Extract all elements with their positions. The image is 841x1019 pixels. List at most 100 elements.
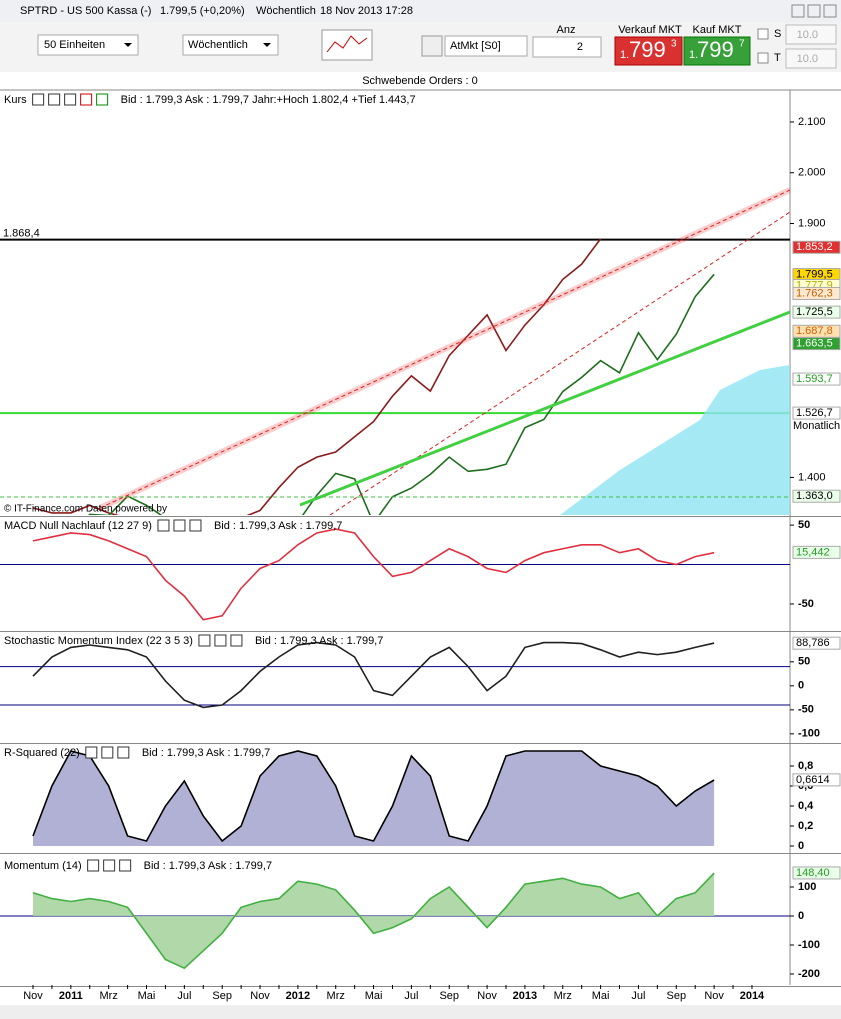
y-tick-label: -50 — [798, 704, 814, 716]
x-tick-label: Nov — [477, 990, 497, 1002]
x-tick-label: Jul — [631, 990, 645, 1002]
y-tick-label: 0 — [798, 840, 804, 852]
panel — [0, 528, 790, 621]
price-level-label: 148,40 — [796, 867, 830, 879]
order-type-select[interactable] — [444, 35, 528, 57]
close[interactable] — [823, 4, 837, 18]
panel-icon[interactable] — [101, 746, 114, 759]
panel-title: R-Squared (22) — [4, 747, 80, 759]
icon — [326, 35, 368, 53]
price-level-label: 1.853,2 — [796, 241, 833, 253]
dropdown-arrow — [124, 43, 132, 47]
x-tick-label: Jul — [404, 990, 418, 1002]
period: Wöchentlich — [188, 39, 248, 51]
buy-lead: 1. — [689, 49, 698, 61]
price-level-label: 1.526,7 — [796, 407, 833, 419]
x-tick-label: Mai — [365, 990, 383, 1002]
stop-value: 10.0 — [797, 29, 818, 41]
price-level — [792, 337, 841, 351]
panel-icon[interactable] — [119, 859, 132, 872]
window-buttons[interactable] — [791, 4, 837, 18]
copyright: © IT-Finance.com Daten powered by — [4, 504, 167, 515]
x-tick-label: Sep — [212, 990, 232, 1002]
series-line — [32, 872, 715, 970]
series-line — [32, 750, 715, 843]
price-level-label: 1.363,0 — [796, 490, 833, 502]
buy-label: Kauf MKT — [693, 24, 742, 36]
x-tick-label: Nov — [250, 990, 270, 1002]
period-select[interactable] — [182, 34, 279, 56]
x-tick-label: 2012 — [286, 990, 310, 1002]
settings-button[interactable] — [421, 35, 443, 57]
panel-icon[interactable] — [87, 859, 100, 872]
panel — [0, 641, 790, 709]
status-bar — [0, 1005, 841, 1019]
stop-checkbox[interactable] — [757, 28, 769, 40]
minimize[interactable] — [791, 4, 805, 18]
indicator-button[interactable] — [321, 29, 373, 61]
symbol: SPTRD - US 500 Kassa (-) — [20, 5, 151, 17]
target-input[interactable] — [785, 48, 837, 69]
price-level — [792, 286, 841, 300]
h-line-label: 1.868,4 — [3, 227, 40, 239]
y-tick-label: -100 — [798, 728, 820, 740]
price-level-label: 1.725,5 — [796, 306, 833, 318]
y-tick-label: 0,2 — [798, 820, 813, 832]
y-tick-label: 0,4 — [798, 800, 814, 812]
panel-icon[interactable] — [214, 634, 227, 647]
panel-icon[interactable] — [173, 519, 186, 532]
price-level-label: 1.593,7 — [796, 373, 833, 385]
maximize[interactable] — [807, 4, 821, 18]
panel-icon[interactable] — [103, 859, 116, 872]
panel-icon[interactable] — [32, 93, 45, 106]
qty-label: Anz — [557, 24, 576, 36]
x-tick-label: Sep — [439, 990, 459, 1002]
stop-input[interactable] — [785, 24, 837, 45]
y-tick-label: 0 — [798, 910, 804, 922]
panel-icon[interactable] — [157, 519, 170, 532]
buy-button[interactable] — [683, 36, 751, 66]
panel-icon[interactable] — [189, 519, 202, 532]
price-level — [792, 406, 841, 420]
buy-tail: 7 — [739, 39, 745, 50]
buy-main: 799 — [697, 37, 734, 62]
price-level — [792, 636, 841, 650]
panel-title: Kurs — [4, 94, 27, 106]
y-tick-label: 2.000 — [798, 167, 826, 179]
price-level-label: 1.799,5 — [796, 268, 833, 280]
orders: Schwebende Orders : 0 — [362, 75, 478, 87]
x-tick-label: 2013 — [513, 990, 537, 1002]
units-select[interactable] — [37, 34, 139, 56]
y-tick-label: 1.900 — [798, 217, 826, 229]
panel-title: MACD Null Nachlauf (12 27 9) — [4, 520, 152, 532]
series-line — [32, 238, 602, 515]
y-tick-label: -50 — [798, 598, 814, 610]
series-line — [32, 528, 715, 621]
y-tick-label: 1.400 — [798, 471, 826, 483]
y-tick-label: 50 — [798, 519, 810, 531]
cloud — [560, 365, 790, 515]
x-tick-label: 2011 — [59, 990, 83, 1002]
title-bar — [0, 0, 841, 22]
panel-icon[interactable] — [96, 93, 109, 106]
qty: 2 — [577, 41, 583, 53]
price-level-label: 1.687,8 — [796, 325, 833, 337]
target-label: T — [774, 52, 781, 64]
panel-icon[interactable] — [80, 93, 93, 106]
panel-icon[interactable] — [48, 93, 61, 106]
panel-icon[interactable] — [117, 746, 130, 759]
panel-icon[interactable] — [64, 93, 77, 106]
panel-icon[interactable] — [85, 746, 98, 759]
price-level — [792, 545, 841, 559]
sell-button[interactable] — [614, 36, 683, 66]
y-tick-label: -200 — [798, 968, 820, 980]
qty-input[interactable] — [532, 36, 602, 58]
x-tick-label: Sep — [666, 990, 686, 1002]
panel-icon[interactable] — [230, 634, 243, 647]
panel-icon[interactable] — [198, 634, 211, 647]
x-tick-label: Mrz — [100, 990, 118, 1002]
panel — [0, 238, 790, 515]
price-level — [792, 866, 841, 880]
target-checkbox[interactable] — [757, 52, 769, 64]
